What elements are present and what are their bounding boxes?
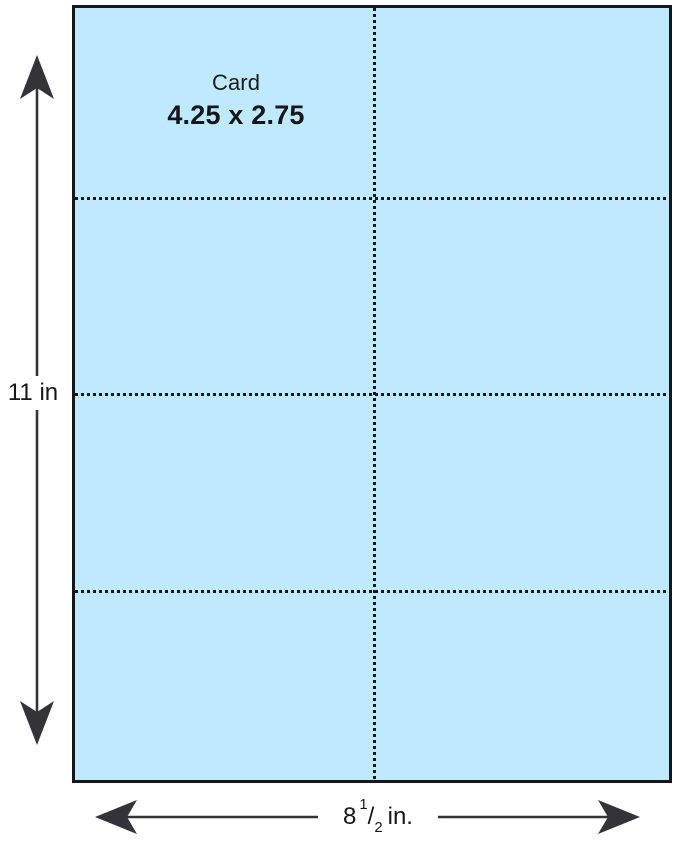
width-fraction: 1/2 bbox=[359, 797, 382, 835]
width-arrow-head-left bbox=[95, 800, 137, 834]
card-name-label: Card bbox=[211, 70, 261, 95]
cut-line-vertical-1 bbox=[373, 8, 376, 780]
width-fraction-numerator: 1 bbox=[359, 796, 368, 813]
cut-line-horizontal-1 bbox=[75, 197, 669, 200]
height-arrow-head-down bbox=[20, 701, 54, 745]
height-dimension-label: 11 in bbox=[0, 376, 66, 410]
paper-sheet: Card 4.25 x 2.75 bbox=[72, 5, 672, 783]
width-arrow-head-right bbox=[598, 800, 640, 834]
card-size-label: 4.25 x 2.75 bbox=[167, 99, 305, 130]
width-fraction-denominator: 2 bbox=[374, 819, 383, 836]
cut-line-horizontal-3 bbox=[75, 590, 669, 593]
width-fraction-slash: / bbox=[367, 803, 375, 830]
width-whole-number: 8 bbox=[343, 803, 357, 830]
card-caption: Card 4.25 x 2.75 bbox=[75, 70, 397, 132]
width-unit-label: in. bbox=[387, 803, 413, 830]
width-dimension-label: 8 1/2 in. bbox=[318, 797, 438, 835]
cut-line-horizontal-2 bbox=[75, 393, 669, 396]
height-arrow-head-up bbox=[20, 55, 54, 99]
